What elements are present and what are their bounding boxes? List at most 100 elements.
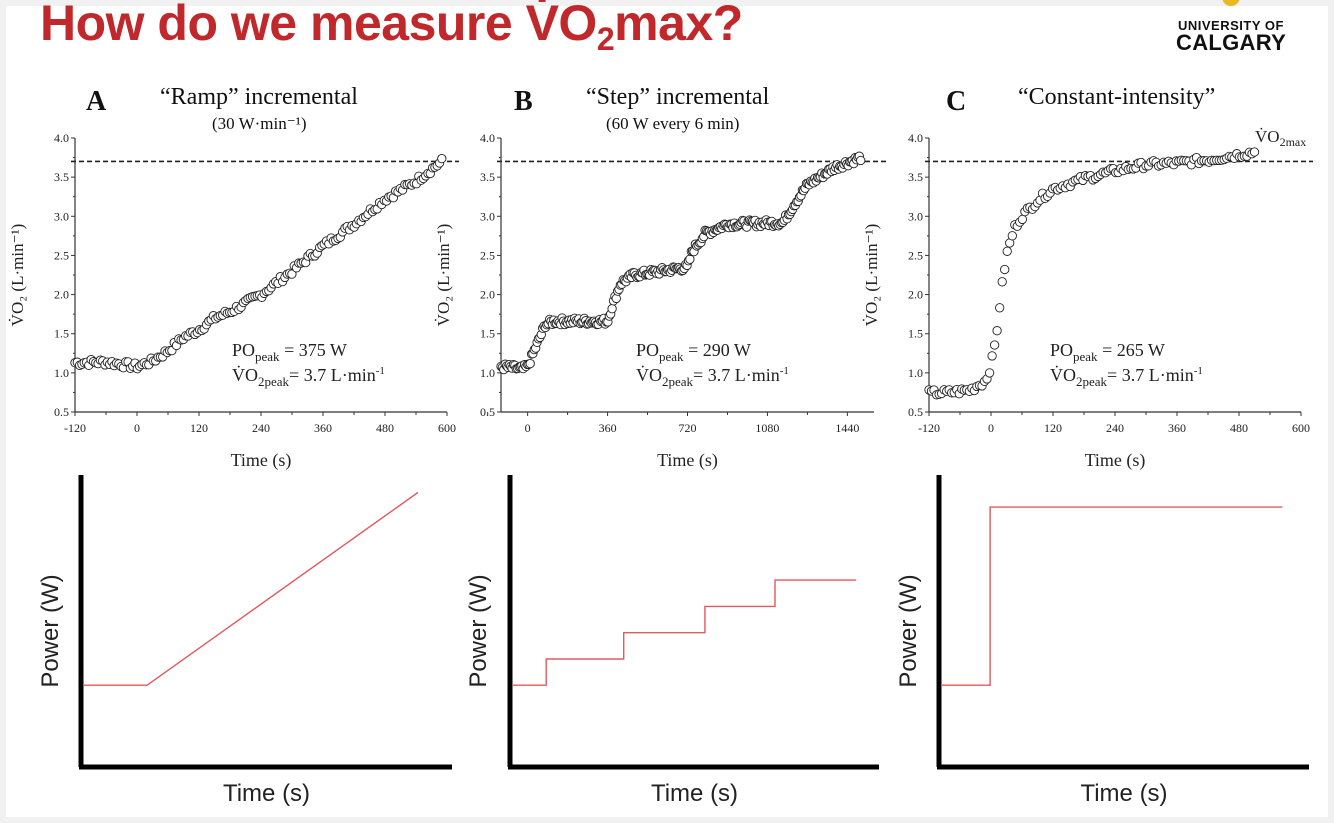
y-axis-label: V̇O₂ (L·min⁻¹) <box>862 224 881 327</box>
x-tick-label: 240 <box>1106 421 1124 435</box>
x-tick-label: 120 <box>1044 421 1062 435</box>
x-tick-label: 1440 <box>835 421 859 435</box>
y-tick-label: 3.0 <box>480 209 495 223</box>
y-tick-label: 2.0 <box>480 288 495 302</box>
y-tick-label: 2.0 <box>908 288 923 302</box>
vo2-chart-c: 0.5 1.0 1.5 2.0 2.5 3.0 3.5 4.0 -120 0 120 240 360 48… <box>862 127 1313 471</box>
power-profile-line <box>942 506 1283 686</box>
po-peak-label: POpeak = 375 W <box>232 340 347 364</box>
slide-title: How do we measure V̇O2max? <box>40 0 743 57</box>
y-tick-label: 2.5 <box>54 248 69 262</box>
power-profile-line <box>84 491 419 686</box>
crest-icon <box>1222 0 1240 6</box>
panel-title-a: “Ramp” incremental <box>160 84 358 110</box>
panel-subtitle-a: (30 W·min⁻¹) <box>212 114 307 133</box>
data-point <box>989 340 1000 350</box>
data-point <box>525 358 535 369</box>
power-schematic-step: Time (s) Power (W) <box>465 475 879 807</box>
vo2-peak-label: V̇O2peak= 3.7 L·min-1 <box>232 364 385 389</box>
x-tick-label: 240 <box>252 421 270 435</box>
y-tick-label: 1.5 <box>908 327 923 341</box>
power-x-axis-label: Time (s) <box>651 780 738 807</box>
data-point <box>1007 231 1017 241</box>
data-point <box>607 304 617 314</box>
x-tick-label: 600 <box>438 421 456 435</box>
data-point <box>995 303 1005 313</box>
x-tick-label: 600 <box>1292 421 1310 435</box>
data-point <box>856 155 866 166</box>
vo2-peak-label: V̇O2peak= 3.7 L·min-1 <box>636 364 789 389</box>
y-tick-label: 3.0 <box>54 209 69 223</box>
y-tick-label: 4.0 <box>54 131 69 145</box>
vo2-chart-b: 0.51.01.52.02.53.03.54.00 360 720 1080 1440T… <box>434 131 886 471</box>
power-schematic-constant: Time (s) Power (W) <box>895 475 1309 807</box>
y-tick-label: 2.5 <box>908 248 923 262</box>
power-x-axis-label: Time (s) <box>1080 780 1167 807</box>
x-tick-label: 360 <box>1168 421 1186 435</box>
y-axis-label: V̇O₂ (L·min⁻¹) <box>434 224 453 327</box>
y-tick-label: 4.0 <box>480 131 495 145</box>
y-tick-label: 3.0 <box>908 209 923 223</box>
x-axis-label: Time (s) <box>231 450 292 471</box>
x-axis-label: Time (s) <box>657 450 718 471</box>
x-tick-label: 0 <box>988 421 994 435</box>
x-tick-label: 120 <box>190 421 208 435</box>
panel-subtitle-b: (60 W every 6 min) <box>606 114 740 133</box>
panel-letter-a: A <box>86 86 107 117</box>
data-point <box>437 153 447 164</box>
x-tick-label: 480 <box>376 421 394 435</box>
x-tick-label: 480 <box>1230 421 1248 435</box>
data-point <box>685 254 695 264</box>
y-tick-label: 1.5 <box>480 327 495 341</box>
data-point <box>1000 264 1010 275</box>
y-tick-label: 2.5 <box>480 248 495 262</box>
vo2-chart-a: 0.5 1.0 1.5 2.0 2.5 3.0 3.5 4.0 -120 0 120 240 360 48… <box>8 131 459 471</box>
x-tick-label: -120 <box>918 421 940 435</box>
x-tick-label: 0 <box>134 421 140 435</box>
y-tick-label: 2.0 <box>54 288 69 302</box>
y-axis-label: V̇O₂ (L·min⁻¹) <box>8 224 27 327</box>
panel-title-c: “Constant-intensity” <box>1018 84 1216 110</box>
y-tick-label: 0.5 <box>908 405 923 419</box>
data-point <box>1249 147 1260 157</box>
y-tick-label: 1.0 <box>908 366 923 380</box>
data-point <box>984 368 995 378</box>
data-point <box>987 351 997 361</box>
power-y-axis-label: Power (W) <box>37 574 64 687</box>
panel-title-b: “Step” incremental <box>586 84 770 110</box>
power-y-axis-label: Power (W) <box>895 574 922 687</box>
x-tick-label: 1080 <box>755 421 779 435</box>
data-point <box>992 326 1002 336</box>
y-tick-label: 0.5 <box>54 405 69 419</box>
x-tick-label: 360 <box>314 421 332 435</box>
data-point <box>1017 214 1028 225</box>
y-tick-label: 1.0 <box>54 366 69 380</box>
y-tick-label: 1.0 <box>480 366 495 380</box>
vo2max-label: V̇O2max <box>1255 127 1306 149</box>
po-peak-label: POpeak = 265 W <box>1050 340 1165 364</box>
logo-line2: CALGARY <box>1176 30 1287 55</box>
x-axis-label: Time (s) <box>1085 450 1146 471</box>
power-schematic-ramp: Time (s) Power (W) <box>37 475 452 807</box>
panel-letter-c: C <box>946 86 967 117</box>
power-y-axis-label: Power (W) <box>465 574 492 687</box>
power-profile-line <box>513 579 857 686</box>
panel-letter-b: B <box>514 86 533 117</box>
power-x-axis-label: Time (s) <box>223 780 310 807</box>
logo-line1: UNIVERSITY OF <box>1178 18 1284 33</box>
university-logo: UNIVERSITY OF CALGARY <box>1176 0 1306 60</box>
x-tick-label: 360 <box>599 421 617 435</box>
x-tick-label: -120 <box>64 421 86 435</box>
y-tick-label: 3.5 <box>908 170 923 184</box>
x-tick-label: 0 <box>525 421 531 435</box>
po-peak-label: POpeak = 290 W <box>636 340 751 364</box>
y-tick-label: 1.5 <box>54 327 69 341</box>
data-point <box>1002 246 1012 256</box>
vo2-peak-label: V̇O2peak= 3.7 L·min-1 <box>1050 364 1203 389</box>
y-tick-label: 3.5 <box>54 170 69 184</box>
y-tick-label: 3.5 <box>480 170 495 184</box>
data-point <box>997 277 1007 287</box>
y-tick-label: 4.0 <box>908 131 923 145</box>
x-tick-label: 720 <box>679 421 697 435</box>
